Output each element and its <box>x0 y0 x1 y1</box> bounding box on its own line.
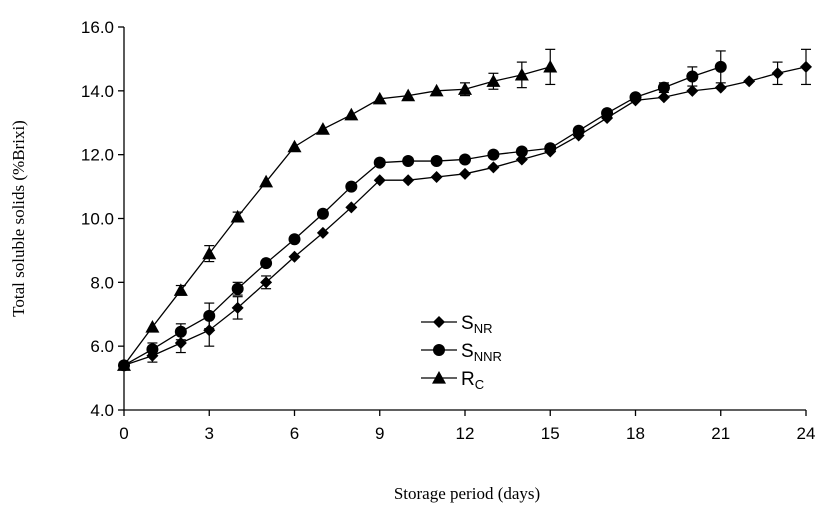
legend-label: SNNR <box>461 341 502 364</box>
series-line <box>123 66 721 366</box>
legend-label: RC <box>461 369 484 392</box>
data-point <box>657 91 670 104</box>
data-point <box>686 84 699 97</box>
data-point <box>514 67 529 81</box>
data-point <box>714 81 727 94</box>
data-point <box>259 174 274 188</box>
data-point <box>231 301 244 314</box>
data-point <box>316 226 329 239</box>
series-triangle <box>117 48 558 371</box>
data-point <box>401 88 416 102</box>
data-point <box>430 171 443 184</box>
y-tick-label: 4.0 <box>90 401 114 420</box>
data-point <box>544 142 557 155</box>
x-tick-label: 24 <box>797 424 816 443</box>
data-point <box>231 282 244 295</box>
y-axis-title: Total soluble solids (%Brixi) <box>9 120 28 317</box>
data-point <box>686 70 699 83</box>
data-point <box>714 60 727 73</box>
x-tick-label: 9 <box>375 424 384 443</box>
y-tick-label: 12.0 <box>81 146 114 165</box>
data-point <box>373 156 386 169</box>
data-point <box>287 139 302 153</box>
x-tick-label: 18 <box>626 424 645 443</box>
data-point <box>487 161 500 174</box>
x-tick-label: 15 <box>541 424 560 443</box>
data-point <box>288 233 301 246</box>
legend-label: SNR <box>461 313 492 336</box>
series-circle <box>118 50 727 372</box>
x-tick-label: 21 <box>711 424 730 443</box>
y-tick-label: 14.0 <box>81 82 114 101</box>
data-point <box>316 207 329 220</box>
data-point <box>173 283 188 296</box>
x-tick-label: 0 <box>119 424 128 443</box>
data-point <box>657 81 670 94</box>
legend-marker <box>432 371 446 384</box>
data-point <box>601 107 614 120</box>
data-point <box>345 180 358 193</box>
x-tick-label: 12 <box>456 424 475 443</box>
x-tick-label: 6 <box>290 424 299 443</box>
data-point <box>458 82 472 95</box>
data-point <box>543 59 558 73</box>
y-tick-label: 6.0 <box>90 337 114 356</box>
data-point <box>430 155 443 168</box>
data-point <box>230 209 245 223</box>
data-point <box>288 250 301 263</box>
data-point <box>345 201 358 214</box>
data-point <box>402 155 415 168</box>
data-point <box>459 167 471 180</box>
y-tick-label: 16.0 <box>81 18 114 37</box>
data-point <box>743 75 756 88</box>
data-point <box>202 246 217 260</box>
legend-marker <box>433 316 445 328</box>
data-point <box>203 309 216 322</box>
axes <box>118 26 807 416</box>
data-point <box>260 257 273 270</box>
plot-area <box>117 48 812 372</box>
data-point <box>459 153 471 166</box>
series-line <box>123 66 551 366</box>
data-point <box>572 124 585 137</box>
data-point <box>372 91 387 105</box>
legend-marker <box>433 344 445 356</box>
data-point <box>344 107 359 121</box>
data-point <box>315 122 330 135</box>
data-point <box>629 91 642 104</box>
data-point <box>429 83 444 97</box>
data-point <box>515 145 528 158</box>
x-tick-label: 3 <box>205 424 214 443</box>
data-point <box>771 67 784 80</box>
tick-labels: 4.0 6.0 8.0 10.0 12.0 14.0 16.0 0 3 6 9 12 15 18 21 24 <box>81 18 816 443</box>
data-point <box>145 320 160 333</box>
data-point <box>373 174 386 187</box>
data-point <box>203 324 216 337</box>
data-point <box>174 325 187 338</box>
data-point <box>146 343 159 356</box>
data-point <box>486 74 501 87</box>
data-point <box>487 148 500 161</box>
y-tick-label: 10.0 <box>81 210 114 229</box>
data-point <box>402 174 415 187</box>
data-point <box>800 60 812 73</box>
x-axis-title: Storage period (days) <box>394 484 540 503</box>
legend: SNR SNNR RC <box>421 313 502 392</box>
data-point <box>260 276 273 289</box>
y-tick-label: 8.0 <box>90 273 114 292</box>
